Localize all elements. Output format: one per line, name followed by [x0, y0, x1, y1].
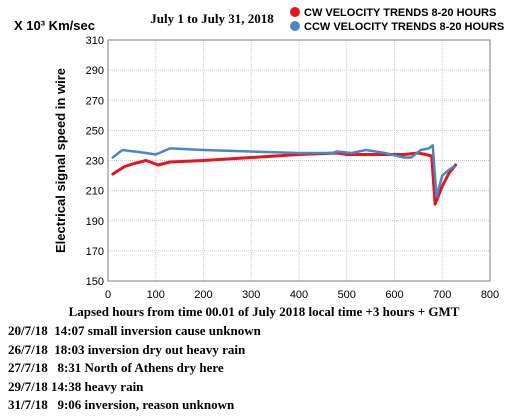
legend-label: CCW VELOCITY TRENDS 8-20 HOURS	[304, 21, 504, 33]
event-notes: 20/7/18 14:07 small inversion cause unkn…	[8, 322, 261, 415]
chart-title: July 1 to July 31, 2018	[150, 11, 274, 26]
plot-border	[107, 39, 491, 282]
legend-label: CW VELOCITY TRENDS 8-20 HOURS	[304, 7, 496, 19]
x-tick-label: 200	[194, 289, 212, 301]
event-note: 29/7/18 14:38 heavy rain	[8, 378, 144, 394]
y-tick-label: 310	[86, 35, 104, 47]
x-tick-label: 400	[290, 289, 308, 301]
x-tick-label: 600	[385, 289, 403, 301]
x-axis-label: Lapsed hours from time 00.01 of July 201…	[69, 304, 460, 319]
y-tick-label: 190	[86, 216, 104, 228]
y-tick-label: 250	[86, 125, 104, 137]
x-tick-label: 800	[481, 289, 499, 301]
unit-label: X 10³ Km/sec	[14, 18, 95, 33]
legend-marker	[290, 21, 300, 31]
event-note: 26/7/18 18:03 inversion dry out heavy ra…	[8, 341, 246, 357]
x-tick-label: 500	[338, 289, 356, 301]
event-note: 27/7/18 8:31 North of Athens dry here	[8, 360, 224, 376]
y-tick-label: 210	[86, 186, 104, 198]
y-axis-label: Electrical signal speed in wire	[53, 68, 68, 253]
x-tick-label: 100	[147, 289, 165, 301]
y-tick-label: 270	[86, 95, 104, 107]
y-tick-label: 150	[86, 276, 104, 288]
legend-marker	[290, 7, 300, 17]
event-note: 20/7/18 14:07 small inversion cause unkn…	[8, 323, 261, 338]
x-tick-label: 0	[105, 289, 111, 301]
y-tick-label: 290	[86, 65, 104, 77]
x-tick-label: 700	[433, 289, 451, 301]
event-note: 31/7/18 9:06 inversion, reason unknown	[8, 397, 235, 413]
y-tick-label: 230	[86, 156, 104, 168]
series-line-cw	[111, 151, 458, 206]
x-tick-label: 300	[242, 289, 260, 301]
series-line-ccw	[111, 144, 456, 198]
y-tick-label: 170	[86, 246, 104, 258]
